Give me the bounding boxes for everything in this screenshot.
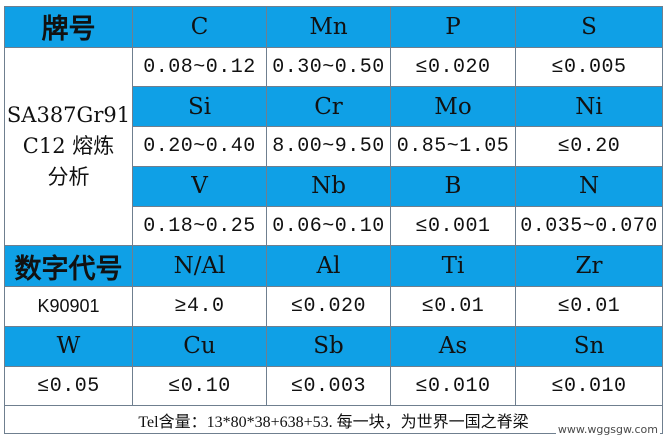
table-row: SA387Gr91 C12 熔炼 分析 0.08~0.12 0.30~0.50 … [4, 46, 663, 247]
composition-table: 牌号 C Mn P S SA387Gr91 C12 熔炼 分析 0.08~0.1… [4, 6, 663, 434]
grade-header: 牌号 [4, 6, 133, 48]
element-header-n: N [515, 165, 663, 207]
element-header-cu: Cu [132, 325, 267, 367]
element-header-v: V [132, 165, 267, 207]
watermark: www.wggsgw.com [555, 423, 660, 436]
table-row: K90901 ≥4.0 ≤0.020 ≤0.01 ≤0.01 [4, 286, 663, 327]
value-si: 0.20~0.40 [132, 126, 267, 167]
element-header-c: C [132, 6, 267, 48]
value-al: ≤0.020 [266, 286, 391, 327]
element-header-nb: Nb [266, 165, 391, 207]
value-sn: ≤0.010 [515, 365, 663, 407]
value-v: 0.18~0.25 [132, 205, 267, 247]
table-row: 数字代号 N/Al Al Ti Zr [4, 245, 663, 288]
value-nb: 0.06~0.10 [266, 205, 391, 247]
element-header-as: As [390, 325, 516, 367]
grade-name-line1: SA387Gr91 [6, 103, 131, 128]
table-row: W Cu Sb As Sn [4, 325, 663, 367]
element-header-cr: Cr [266, 86, 391, 128]
footer-note: Tel含量：13*80*38+638+53. 每一块，为世界一国之脊梁 [4, 405, 663, 434]
value-mo: 0.85~1.05 [390, 126, 516, 167]
grade-name-line3: 分析 [47, 165, 90, 190]
numeric-code-value: K90901 [4, 286, 133, 327]
table-row: 牌号 C Mn P S [4, 6, 663, 48]
element-header-b: B [390, 165, 516, 207]
value-cr: 8.00~9.50 [266, 126, 391, 167]
element-header-n-al: N/Al [132, 245, 267, 288]
value-cu: ≤0.10 [132, 365, 267, 407]
grade-name-line2: C12 熔炼 [22, 134, 115, 159]
value-zr: ≤0.01 [515, 286, 663, 327]
element-header-si: Si [132, 86, 267, 128]
element-header-w: W [4, 325, 133, 367]
element-header-ti: Ti [390, 245, 516, 288]
value-c: 0.08~0.12 [132, 46, 267, 88]
value-as: ≤0.010 [390, 365, 516, 407]
value-mn: 0.30~0.50 [266, 46, 391, 88]
table-row: Tel含量：13*80*38+638+53. 每一块，为世界一国之脊梁 [4, 405, 663, 434]
value-ni: ≤0.20 [515, 126, 663, 167]
table-row: Si Cr Mo Ni [5, 86, 663, 128]
element-header-sb: Sb [266, 325, 391, 367]
table-row: V Nb B N [5, 165, 663, 207]
value-n-al: ≥4.0 [132, 286, 267, 327]
element-header-mo: Mo [390, 86, 516, 128]
table-row: 0.20~0.40 8.00~9.50 0.85~1.05 ≤0.20 [5, 126, 663, 167]
value-n: 0.035~0.070 [515, 205, 663, 247]
value-p: ≤0.020 [390, 46, 516, 88]
element-header-zr: Zr [515, 245, 663, 288]
table-row: ≤0.05 ≤0.10 ≤0.003 ≤0.010 ≤0.010 [4, 365, 663, 407]
element-header-s: S [515, 6, 663, 48]
element-header-ni: Ni [515, 86, 663, 128]
table-row: 0.18~0.25 0.06~0.10 ≤0.001 0.035~0.070 [5, 205, 663, 247]
value-sb: ≤0.003 [266, 365, 391, 407]
element-header-al: Al [266, 245, 391, 288]
value-w: ≤0.05 [4, 365, 133, 407]
element-header-mn: Mn [266, 6, 391, 48]
value-ti: ≤0.01 [390, 286, 516, 327]
element-header-p: P [390, 6, 516, 48]
element-header-sn: Sn [515, 325, 663, 367]
numeric-code-header: 数字代号 [4, 245, 133, 288]
value-b: ≤0.001 [390, 205, 516, 247]
grade-name-cell: SA387Gr91 C12 熔炼 分析 [4, 46, 133, 247]
value-s: ≤0.005 [515, 46, 663, 88]
